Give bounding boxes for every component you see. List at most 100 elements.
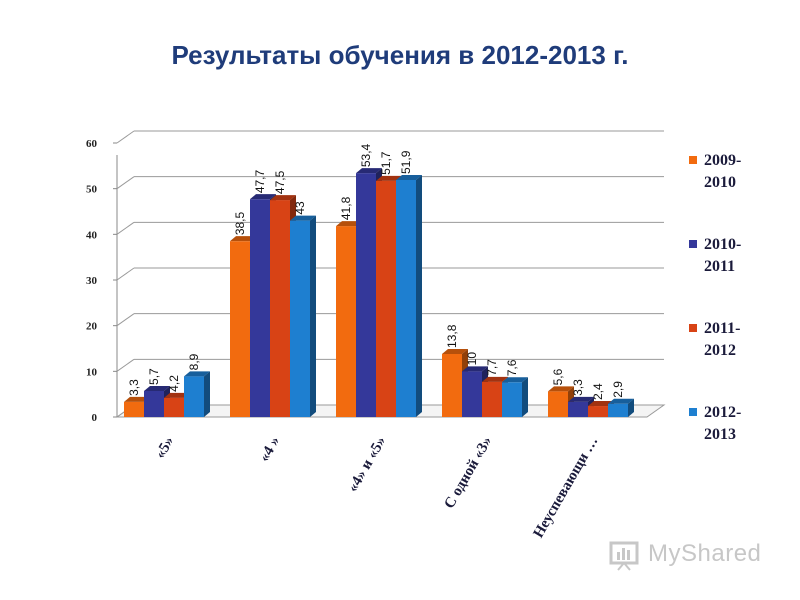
legend-swatch — [689, 240, 697, 248]
legend-label: 2010- 2011 — [704, 236, 741, 275]
bar — [482, 381, 502, 417]
data-label: 51,9 — [399, 150, 413, 174]
bar-side — [310, 215, 316, 417]
legend-label-line: 2011 — [704, 258, 735, 275]
legend-label-line: 2012- — [704, 404, 741, 421]
bar-top — [608, 398, 634, 404]
bar — [568, 401, 588, 417]
bar-side — [204, 371, 210, 417]
x-category-label: Неуспевающи … — [531, 434, 602, 541]
bar — [502, 382, 522, 417]
x-axis-categories: «5» «4 » «4» и «5» С одной «3» Неуспевающи … — [152, 434, 601, 541]
legend-label: 2009- 2010 — [704, 152, 741, 191]
x-category-label: «4» и «5» — [345, 434, 389, 495]
bar — [250, 199, 270, 417]
watermark-logo: MyShared — [608, 538, 768, 572]
bar — [376, 180, 396, 417]
y-tick-label: 30 — [86, 275, 98, 287]
bar-top — [270, 195, 296, 201]
y-tick-label: 60 — [86, 138, 98, 150]
bar-top — [502, 377, 528, 383]
bar-top — [230, 236, 256, 242]
bar — [230, 241, 250, 417]
bar-side — [628, 398, 634, 417]
data-label: 47,7 — [253, 169, 267, 193]
data-label: 10 — [465, 352, 479, 366]
bar-top — [588, 401, 614, 407]
gridline-side — [116, 176, 135, 190]
data-label: 3,3 — [571, 379, 585, 396]
bar — [588, 406, 608, 417]
data-label: 43 — [293, 201, 307, 215]
legend-label: 2012- 2013 — [704, 404, 741, 443]
legend-label-line: 2010 — [704, 174, 736, 191]
bar-side — [522, 377, 528, 417]
data-label: 7,6 — [505, 359, 519, 376]
y-axis-ticks: 0 10 20 30 40 50 60 — [86, 138, 98, 424]
bar-top — [482, 376, 508, 382]
gridline-side — [116, 313, 135, 327]
bar-top — [462, 366, 488, 372]
data-label: 13,8 — [445, 324, 459, 348]
bar-top — [568, 396, 594, 402]
chart-title: Результаты обучения в 2012-2013 г. — [171, 40, 629, 70]
legend-label-line: 2011- — [704, 320, 740, 337]
bar — [548, 391, 568, 417]
legend-label: 2011- 2012 — [704, 320, 740, 359]
bar-side — [416, 174, 422, 417]
bar-top — [164, 392, 190, 398]
bar-top — [124, 396, 150, 402]
bars — [124, 168, 634, 417]
bar — [144, 390, 164, 417]
gridline-side — [116, 130, 135, 144]
data-label: 53,4 — [359, 143, 373, 167]
data-label: 51,7 — [379, 151, 393, 175]
gridline-side — [116, 221, 135, 235]
bar — [336, 226, 356, 417]
data-label: 3,3 — [127, 379, 141, 396]
gridline-side — [116, 358, 135, 372]
watermark-text: MyShared — [648, 540, 762, 567]
data-label: 41,8 — [339, 196, 353, 220]
data-label: 8,9 — [187, 353, 201, 370]
data-label: 5,7 — [147, 368, 161, 385]
presentation-icon — [609, 541, 639, 571]
bar-top — [144, 385, 170, 391]
data-label: 38,5 — [233, 212, 247, 236]
bar-top — [336, 221, 362, 227]
x-category-label: С одной «3» — [441, 434, 495, 512]
data-label: 2,9 — [611, 381, 625, 398]
data-label: 4,2 — [167, 375, 181, 392]
bar-top — [356, 168, 382, 174]
gridline-side — [116, 267, 135, 281]
bar-top — [548, 386, 574, 392]
data-label: 7,7 — [485, 359, 499, 376]
legend-label-line: 2009- — [704, 152, 741, 169]
bar — [184, 376, 204, 417]
bar-top — [396, 174, 422, 180]
bar-top — [376, 175, 402, 181]
legend-swatch — [689, 324, 697, 332]
bar-top — [250, 194, 276, 200]
bar — [462, 371, 482, 417]
data-labels: 3,3 5,7 4,2 8,9 38,5 47,7 47,5 43 41,8 53,4 51,7 51… — [127, 143, 625, 400]
legend-label-line: 2012 — [704, 342, 736, 359]
legend-label-line: 2010- — [704, 236, 741, 253]
data-label: 5,6 — [551, 368, 565, 385]
bar — [164, 397, 184, 417]
bar — [442, 353, 462, 417]
y-tick-label: 0 — [92, 412, 98, 424]
bar — [356, 173, 376, 417]
bar — [396, 179, 416, 417]
data-label: 2,4 — [591, 383, 605, 400]
x-category-label: «5» — [152, 434, 177, 461]
bar-top — [442, 348, 468, 354]
y-tick-label: 20 — [86, 321, 98, 333]
bar — [608, 403, 628, 417]
bar — [270, 200, 290, 417]
legend-label-line: 2013 — [704, 426, 736, 443]
legend-swatch — [689, 408, 697, 416]
bar — [290, 220, 310, 417]
legend-swatch — [689, 156, 697, 164]
